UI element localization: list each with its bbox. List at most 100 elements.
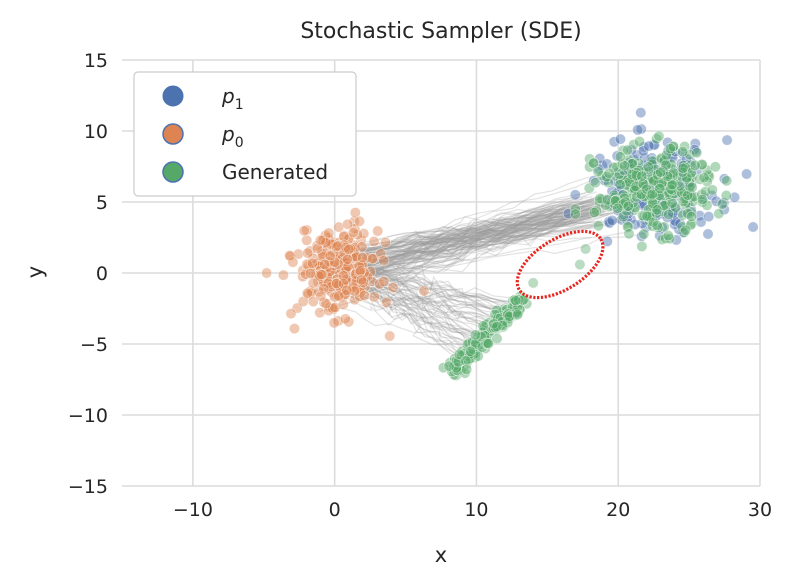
trajectory-path xyxy=(350,203,585,270)
point-generated xyxy=(623,228,635,240)
legend-label-p1-sub: 1 xyxy=(235,97,244,113)
scatter-points xyxy=(261,107,759,381)
trajectory-path xyxy=(351,202,619,264)
y-tick-label: −15 xyxy=(68,476,108,498)
x-tick-label: 0 xyxy=(329,499,341,521)
trajectory-path xyxy=(327,251,465,362)
point-generated xyxy=(680,224,692,236)
trajectory-path xyxy=(327,216,579,281)
point-p0 xyxy=(366,253,378,265)
point-generated xyxy=(670,202,682,214)
x-tick-label: 10 xyxy=(464,499,488,521)
point-p0 xyxy=(333,290,345,302)
point-generated xyxy=(592,166,604,178)
point-p1 xyxy=(702,228,714,240)
point-p0 xyxy=(341,253,353,265)
point-generated xyxy=(636,170,648,182)
trajectory-path xyxy=(339,250,512,311)
point-generated xyxy=(665,183,677,195)
trajectory-path xyxy=(353,208,610,299)
trajectory-path xyxy=(333,207,583,268)
trajectory-path xyxy=(371,290,468,358)
trajectory-path xyxy=(340,231,650,289)
point-generated xyxy=(453,348,465,360)
point-p1 xyxy=(667,152,679,164)
point-p1 xyxy=(635,123,647,135)
point-generated xyxy=(684,149,696,161)
point-generated xyxy=(642,161,654,173)
trajectory-path xyxy=(360,210,620,257)
point-generated xyxy=(601,194,613,206)
trajectory-path xyxy=(349,246,478,347)
point-generated xyxy=(587,157,599,169)
point-generated xyxy=(696,194,708,206)
trajectory-path xyxy=(339,201,606,271)
trajectory-path xyxy=(345,227,595,279)
point-generated xyxy=(667,141,679,153)
trajectory-path xyxy=(332,203,613,258)
point-p0 xyxy=(372,225,384,237)
trajectory-path xyxy=(347,206,584,304)
trajectory-path xyxy=(336,223,567,286)
trajectory-path xyxy=(330,194,609,272)
trajectory-path xyxy=(319,304,479,346)
point-generated xyxy=(497,319,509,331)
point-p0 xyxy=(315,290,327,302)
trajectory-path xyxy=(324,272,483,343)
trajectory-path xyxy=(346,201,604,270)
trajectory-path xyxy=(355,205,615,278)
trajectory-path xyxy=(334,191,590,259)
point-generated xyxy=(689,159,701,171)
point-p0 xyxy=(347,227,359,239)
point-generated xyxy=(636,240,648,252)
point-generated xyxy=(698,172,710,184)
legend-label-p0: p0 xyxy=(221,122,244,151)
point-generated xyxy=(664,143,676,155)
x-tick-label: −10 xyxy=(173,499,213,521)
point-p0 xyxy=(328,317,340,329)
point-p0 xyxy=(288,323,300,335)
point-generated xyxy=(655,166,667,178)
trajectory-path xyxy=(325,267,478,348)
trajectory-path xyxy=(340,196,599,273)
point-generated xyxy=(510,307,522,319)
point-generated xyxy=(713,208,725,220)
point-generated xyxy=(616,158,628,170)
trajectory-path xyxy=(333,203,610,288)
trajectory-path xyxy=(355,214,595,252)
point-p0 xyxy=(375,248,387,260)
point-generated xyxy=(666,197,678,209)
point-p0 xyxy=(311,243,323,255)
point-generated xyxy=(443,360,455,372)
y-tick-label: 15 xyxy=(84,50,108,72)
point-generated xyxy=(596,170,608,182)
trajectory-path xyxy=(357,201,593,276)
point-p0 xyxy=(354,265,366,277)
point-p0 xyxy=(337,278,349,290)
point-generated xyxy=(637,210,649,222)
trajectory-path xyxy=(330,212,609,275)
trajectory-path xyxy=(328,200,597,258)
point-generated xyxy=(618,192,630,204)
point-p1 xyxy=(614,133,626,145)
point-generated xyxy=(677,195,689,207)
trajectory-path xyxy=(339,207,629,286)
point-generated xyxy=(482,338,494,350)
trajectory-path xyxy=(335,287,472,354)
point-p0 xyxy=(298,225,310,237)
point-generated xyxy=(583,182,595,194)
trajectory-path xyxy=(339,254,494,331)
trajectory-path xyxy=(373,256,470,356)
point-generated-outlier xyxy=(574,258,586,270)
trajectory-path xyxy=(349,201,598,273)
point-p0 xyxy=(332,240,344,252)
trajectory-path xyxy=(332,221,556,262)
trajectory-path xyxy=(344,266,497,327)
point-p1 xyxy=(608,136,620,148)
point-generated xyxy=(502,317,514,329)
trajectory-path xyxy=(342,268,475,351)
trajectory-path xyxy=(348,220,630,281)
trajectory-path xyxy=(348,285,508,315)
trajectory-path xyxy=(333,212,589,271)
trajectory-path xyxy=(338,206,555,281)
